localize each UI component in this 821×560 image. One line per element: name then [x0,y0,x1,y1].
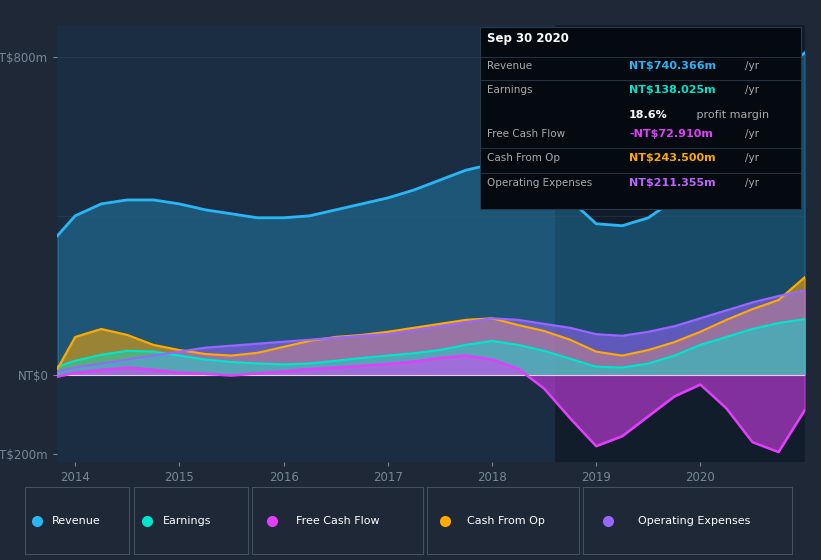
Text: Free Cash Flow: Free Cash Flow [296,516,380,526]
Text: Free Cash Flow: Free Cash Flow [487,129,565,139]
Text: Earnings: Earnings [163,516,212,526]
Text: /yr: /yr [745,85,759,95]
Text: NT$740.366m: NT$740.366m [629,60,716,71]
Text: Revenue: Revenue [52,516,101,526]
Text: Operating Expenses: Operating Expenses [638,516,750,526]
Text: /yr: /yr [745,129,759,139]
Text: /yr: /yr [745,153,759,164]
Bar [554,25,810,462]
Text: profit margin: profit margin [692,110,768,120]
Text: NT$211.355m: NT$211.355m [629,178,716,188]
Text: Operating Expenses: Operating Expenses [487,178,592,188]
Text: Cash From Op: Cash From Op [487,153,560,164]
Text: Revenue: Revenue [487,60,532,71]
Text: /yr: /yr [745,178,759,188]
Text: NT$138.025m: NT$138.025m [629,85,716,95]
FancyBboxPatch shape [479,27,800,209]
Text: Earnings: Earnings [487,85,533,95]
Text: Sep 30 2020: Sep 30 2020 [487,32,569,45]
Text: -NT$72.910m: -NT$72.910m [629,129,713,139]
Text: /yr: /yr [745,60,759,71]
Text: 18.6%: 18.6% [629,110,667,120]
Text: Cash From Op: Cash From Op [466,516,544,526]
Text: NT$243.500m: NT$243.500m [629,153,716,164]
